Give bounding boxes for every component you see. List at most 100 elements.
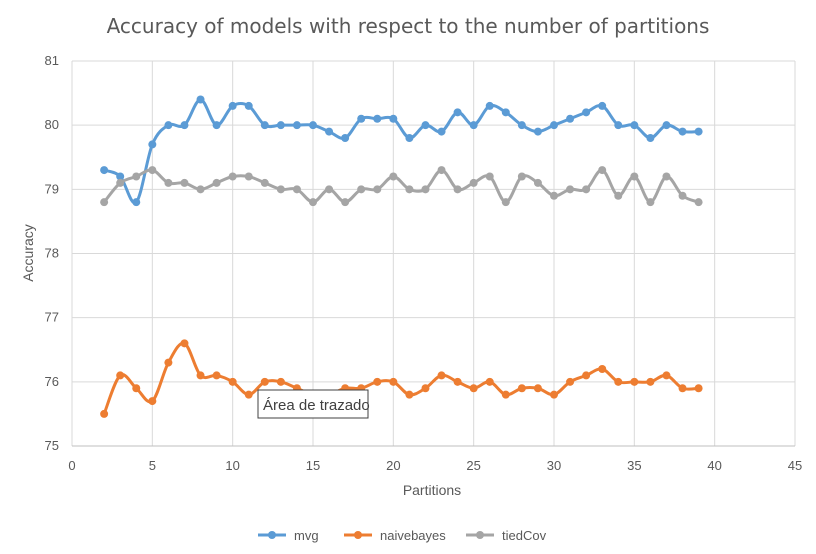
data-point-mvg[interactable]: [437, 127, 446, 136]
data-point-tiedCov[interactable]: [116, 178, 125, 187]
data-point-tiedCov[interactable]: [244, 172, 253, 181]
data-point-mvg[interactable]: [646, 134, 655, 142]
series-mvg[interactable]: [100, 95, 703, 207]
data-point-naivebayes[interactable]: [566, 377, 575, 386]
data-point-naivebayes[interactable]: [501, 390, 510, 399]
data-point-naivebayes[interactable]: [164, 358, 173, 367]
data-point-tiedCov[interactable]: [148, 166, 157, 175]
data-point-naivebayes[interactable]: [485, 377, 494, 386]
data-point-mvg[interactable]: [100, 166, 109, 175]
data-point-naivebayes[interactable]: [469, 384, 478, 393]
data-point-naivebayes[interactable]: [437, 371, 446, 380]
data-point-mvg[interactable]: [469, 121, 478, 130]
series-tiedCov[interactable]: [100, 166, 703, 207]
data-point-mvg[interactable]: [598, 101, 607, 110]
data-point-mvg[interactable]: [501, 108, 510, 117]
data-point-tiedCov[interactable]: [437, 166, 446, 175]
data-point-mvg[interactable]: [164, 121, 173, 130]
data-point-naivebayes[interactable]: [646, 377, 655, 386]
data-point-tiedCov[interactable]: [325, 185, 334, 194]
data-point-tiedCov[interactable]: [228, 172, 237, 181]
data-point-naivebayes[interactable]: [276, 377, 285, 386]
data-point-mvg[interactable]: [180, 121, 189, 130]
data-point-mvg[interactable]: [260, 121, 269, 130]
data-point-mvg[interactable]: [276, 121, 285, 130]
data-point-tiedCov[interactable]: [196, 185, 205, 194]
data-point-mvg[interactable]: [421, 121, 430, 130]
data-point-mvg[interactable]: [694, 127, 703, 136]
data-point-tiedCov[interactable]: [453, 185, 462, 194]
data-point-tiedCov[interactable]: [421, 185, 430, 194]
data-point-mvg[interactable]: [533, 127, 542, 136]
data-point-naivebayes[interactable]: [662, 371, 671, 380]
data-point-tiedCov[interactable]: [678, 191, 687, 200]
data-point-mvg[interactable]: [566, 114, 575, 123]
data-point-tiedCov[interactable]: [566, 185, 575, 194]
data-point-tiedCov[interactable]: [260, 178, 269, 187]
data-point-naivebayes[interactable]: [212, 371, 221, 380]
data-point-naivebayes[interactable]: [244, 390, 253, 399]
data-point-naivebayes[interactable]: [373, 377, 382, 386]
data-point-naivebayes[interactable]: [421, 384, 430, 393]
data-point-mvg[interactable]: [292, 121, 301, 130]
data-point-tiedCov[interactable]: [292, 185, 301, 194]
data-point-naivebayes[interactable]: [517, 384, 526, 393]
data-point-naivebayes[interactable]: [550, 390, 558, 399]
data-point-naivebayes[interactable]: [614, 377, 623, 386]
data-point-naivebayes[interactable]: [196, 371, 205, 380]
data-point-naivebayes[interactable]: [405, 390, 414, 399]
data-point-mvg[interactable]: [389, 114, 398, 123]
data-point-tiedCov[interactable]: [180, 178, 189, 187]
data-point-tiedCov[interactable]: [389, 172, 398, 181]
data-point-tiedCov[interactable]: [341, 198, 350, 207]
data-point-mvg[interactable]: [614, 121, 623, 130]
data-point-naivebayes[interactable]: [630, 377, 639, 386]
data-point-tiedCov[interactable]: [212, 178, 221, 187]
data-point-naivebayes[interactable]: [694, 384, 703, 393]
series-line-tiedCov[interactable]: [102, 168, 700, 204]
data-point-mvg[interactable]: [212, 121, 221, 130]
data-point-mvg[interactable]: [148, 140, 157, 149]
data-point-naivebayes[interactable]: [598, 365, 607, 373]
data-point-tiedCov[interactable]: [276, 185, 285, 194]
data-point-tiedCov[interactable]: [132, 172, 141, 181]
data-point-naivebayes[interactable]: [228, 377, 237, 386]
data-point-mvg[interactable]: [405, 134, 414, 142]
data-point-tiedCov[interactable]: [405, 185, 414, 194]
data-point-tiedCov[interactable]: [100, 198, 109, 207]
data-point-mvg[interactable]: [582, 108, 591, 117]
data-point-tiedCov[interactable]: [501, 198, 510, 207]
data-point-mvg[interactable]: [453, 108, 462, 117]
data-point-naivebayes[interactable]: [260, 377, 269, 386]
data-point-mvg[interactable]: [517, 121, 526, 130]
data-point-tiedCov[interactable]: [646, 198, 655, 207]
data-point-mvg[interactable]: [228, 101, 237, 110]
series-line-naivebayes[interactable]: [102, 341, 699, 415]
data-point-mvg[interactable]: [132, 198, 141, 207]
data-point-naivebayes[interactable]: [453, 377, 462, 386]
data-point-tiedCov[interactable]: [357, 185, 366, 194]
data-point-mvg[interactable]: [485, 101, 494, 110]
data-point-tiedCov[interactable]: [469, 178, 478, 187]
data-point-mvg[interactable]: [357, 114, 366, 123]
data-point-mvg[interactable]: [325, 127, 334, 136]
data-point-mvg[interactable]: [550, 121, 558, 130]
data-point-naivebayes[interactable]: [180, 339, 189, 348]
data-point-tiedCov[interactable]: [533, 178, 542, 187]
data-point-naivebayes[interactable]: [678, 384, 687, 393]
data-point-mvg[interactable]: [116, 172, 125, 181]
data-point-tiedCov[interactable]: [598, 166, 607, 175]
data-point-tiedCov[interactable]: [164, 178, 173, 187]
data-point-tiedCov[interactable]: [550, 191, 558, 200]
data-point-tiedCov[interactable]: [694, 198, 703, 207]
data-point-mvg[interactable]: [196, 95, 205, 104]
data-point-mvg[interactable]: [341, 134, 350, 142]
data-point-naivebayes[interactable]: [148, 397, 157, 406]
data-point-naivebayes[interactable]: [582, 371, 591, 380]
data-point-mvg[interactable]: [662, 121, 671, 130]
data-point-mvg[interactable]: [373, 114, 382, 123]
data-point-mvg[interactable]: [244, 101, 253, 110]
data-point-mvg[interactable]: [309, 121, 317, 130]
series-naivebayes[interactable]: [100, 339, 703, 418]
data-point-naivebayes[interactable]: [533, 384, 542, 393]
